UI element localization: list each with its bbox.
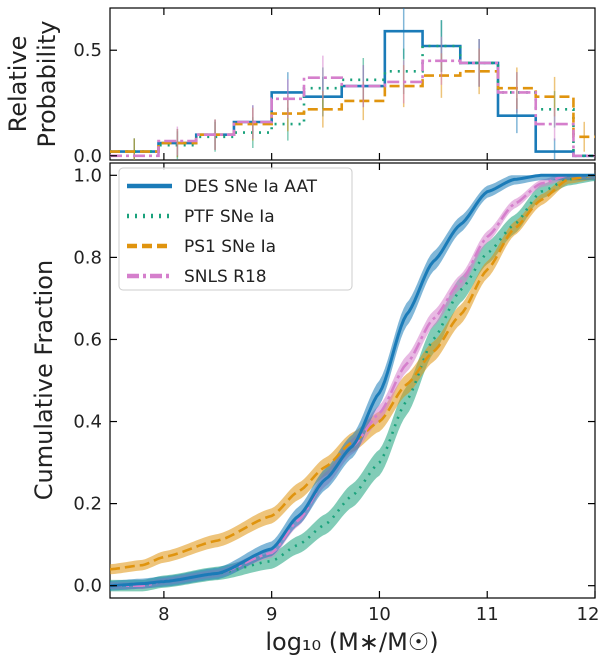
bottom-ytick-label: 0.0 bbox=[73, 576, 102, 597]
top-histogram bbox=[110, 8, 595, 160]
top-ylabel-line2: Probability bbox=[33, 21, 61, 148]
cdf-band-ptf bbox=[110, 175, 595, 592]
hist-step-ps1 bbox=[110, 70, 595, 153]
top-axis-ticks: 0.0 0.5 bbox=[73, 8, 595, 167]
top-ylabel-line1: Relative bbox=[4, 36, 32, 133]
bottom-ytick-label: 1.0 bbox=[73, 165, 102, 186]
cdf-bands bbox=[110, 175, 595, 592]
bottom-axis-ticks: 0.0 0.2 0.4 0.6 0.8 1.0 8 9 10 11 12 bbox=[73, 163, 599, 625]
bottom-xtick-label: 12 bbox=[577, 604, 600, 625]
top-ytick-label: 0.5 bbox=[73, 40, 102, 61]
top-ytick-label: 0.0 bbox=[73, 146, 102, 167]
legend-box bbox=[118, 167, 353, 291]
cdf-line-ps1 bbox=[110, 174, 595, 571]
bottom-xtick-label: 10 bbox=[368, 604, 391, 625]
legend-label-ps1: PS1 SNe Ia bbox=[184, 237, 276, 257]
bottom-ytick-label: 0.8 bbox=[73, 247, 102, 268]
bottom-ytick-label: 0.6 bbox=[73, 329, 102, 350]
bottom-panel-frame bbox=[109, 162, 596, 599]
bottom-xtick-label: 8 bbox=[158, 604, 169, 625]
bottom-xlabel: log₁₀ (M∗/M☉) bbox=[265, 628, 438, 656]
legend: DES SNe Ia AAT PTF SNe Ia PS1 SNe Ia SNLS R… bbox=[118, 167, 353, 291]
cdf-line-des bbox=[110, 173, 595, 588]
bottom-ytick-label: 0.2 bbox=[73, 494, 102, 515]
bottom-xtick-label: 9 bbox=[266, 604, 277, 625]
bottom-ytick-label: 0.4 bbox=[73, 412, 102, 433]
legend-label-des: DES SNe Ia AAT bbox=[184, 177, 318, 197]
legend-label-ptf: PTF SNe Ia bbox=[184, 207, 275, 227]
cdf-lines bbox=[110, 173, 595, 588]
bottom-xtick-label: 11 bbox=[476, 604, 499, 625]
top-panel-frame bbox=[109, 7, 596, 161]
hist-step-snls bbox=[110, 59, 595, 158]
bottom-ylabel: Cumulative Fraction bbox=[30, 260, 58, 500]
legend-label-snls: SNLS R18 bbox=[184, 267, 267, 287]
